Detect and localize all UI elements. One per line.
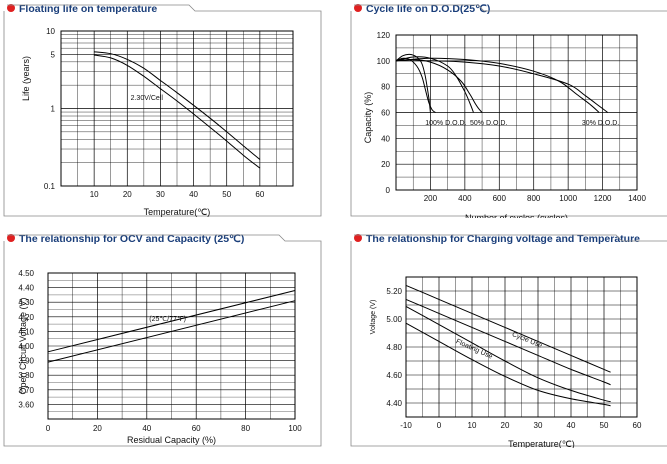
y-tick-label: 5.20: [386, 287, 402, 296]
y-tick-label: 5: [51, 50, 56, 59]
x-tick-label: 1400: [628, 194, 646, 203]
chart-title: Cycle life on D.O.D(25℃): [354, 3, 490, 17]
y-tick-label: 4.80: [386, 343, 402, 352]
panel-frame: [350, 4, 667, 217]
x-tick-label: 10: [90, 190, 99, 199]
y-tick-label: 10: [46, 27, 55, 36]
x-tick-label: 40: [142, 424, 151, 433]
y-axis-label: Life (years): [21, 56, 31, 101]
series-line: [395, 60, 609, 113]
chart-title: The relationship for OCV and Capacity (2…: [7, 233, 244, 247]
y-tick-label: 80: [381, 83, 390, 92]
x-tick-label: 40: [567, 421, 576, 430]
y-tick-label: 4.50: [18, 269, 34, 278]
chart-title: The relationship for Charging voltage an…: [354, 233, 640, 247]
series-line: [94, 54, 261, 169]
y-tick-label: 3.80: [18, 371, 34, 380]
series-line: [47, 290, 296, 353]
x-tick-label: 20: [123, 190, 132, 199]
x-tick-label: 20: [93, 424, 102, 433]
chart-title: Floating life on temperature: [7, 3, 157, 17]
y-tick-label: 4.10: [18, 327, 34, 336]
series-line: [405, 298, 611, 386]
series-line: [405, 284, 611, 373]
bullet-dot-icon: [354, 234, 362, 243]
x-tick-label: 60: [633, 421, 642, 430]
y-tick-label: 3.90: [18, 357, 34, 366]
chart-floating-life: Floating life on temperature 10 20 30 40 50 6…: [3, 3, 323, 218]
chart-charging-voltage: The relationship for Charging voltage an…: [350, 233, 667, 448]
chart-ocv-capacity: The relationship for OCV and Capacity (2…: [3, 233, 323, 448]
y-tick-label: 3.70: [18, 386, 34, 395]
x-tick-label: 10: [468, 421, 477, 430]
y-tick-label: 4.30: [18, 298, 34, 307]
x-tick-label: 1000: [559, 194, 577, 203]
chart-svg: 0 20 40 60 80 100 4.50 4.40 4.30 4.20 4.10 4.00 3.90…: [3, 234, 322, 447]
series-line: [395, 56, 474, 113]
x-tick-label: 200: [424, 194, 438, 203]
annotation: 50% D.O.D.: [470, 120, 507, 127]
y-tick-label: 5.00: [386, 315, 402, 324]
x-tick-label: 60: [192, 424, 201, 433]
x-tick-label: 1200: [594, 194, 612, 203]
y-tick-label: 4.00: [18, 342, 34, 351]
bullet-dot-icon: [354, 4, 362, 13]
x-tick-label: 400: [458, 194, 472, 203]
y-tick-label: 40: [381, 134, 390, 143]
y-axis-label: Capacity (%): [363, 92, 373, 144]
x-axis-label: Temperature(℃): [144, 207, 211, 217]
x-tick-label: 20: [501, 421, 510, 430]
x-tick-label: 50: [222, 190, 231, 199]
x-tick-label: 60: [255, 190, 264, 199]
x-tick-label: 0: [437, 421, 442, 430]
panel-frame: [3, 4, 322, 217]
chart-svg: 200 400 600 800 1000 1200 1400 0 20 40 60 80 100 120 N…: [350, 4, 667, 218]
annotation: 2.30V/Cell: [131, 95, 164, 102]
series-line: [395, 58, 483, 113]
x-tick-label: -10: [400, 421, 412, 430]
series-line: [94, 51, 261, 160]
x-tick-label: 80: [241, 424, 250, 433]
y-tick-label: 120: [377, 31, 391, 40]
x-axis-label: Residual Capacity (%): [127, 435, 216, 445]
x-tick-label: 0: [46, 424, 51, 433]
x-axis-label: Number of cycles (cycles): [465, 213, 568, 218]
x-tick-label: 30: [534, 421, 543, 430]
chart-cycle-life: Cycle life on D.O.D(25℃) 200 400 600 800 100…: [350, 3, 667, 218]
series-line: [405, 305, 611, 403]
x-tick-label: 30: [156, 190, 165, 199]
y-axis-label: Open Circuit Voltage (V): [18, 297, 28, 394]
y-tick-label: 4.60: [386, 371, 402, 380]
annotation: (25℃/77℉): [149, 316, 186, 323]
y-tick-label: 3.60: [18, 400, 34, 409]
bullet-dot-icon: [7, 234, 15, 243]
y-tick-label: 100: [377, 57, 391, 66]
series-line: [395, 57, 600, 113]
y-tick-label: 0: [386, 186, 391, 195]
panel-frame: [3, 234, 322, 447]
x-tick-label: 800: [527, 194, 541, 203]
chart-svg: -10 0 10 20 30 40 50 60 5.20 5.00 4.80 4.60 4.40 Temp…: [350, 234, 667, 448]
y-tick-label: 60: [381, 109, 390, 118]
x-tick-label: 600: [493, 194, 507, 203]
series-line: [47, 300, 296, 363]
y-tick-label: 20: [381, 160, 390, 169]
y-tick-label: 1: [51, 105, 56, 114]
panel-frame: [350, 234, 667, 447]
y-tick-label: 4.40: [18, 284, 34, 293]
annotation: 100% D.O.D.: [425, 120, 466, 127]
x-axis-label: Temperature(℃): [508, 439, 575, 448]
y-tick-label: 4.40: [386, 399, 402, 408]
y-tick-label: 0.1: [44, 182, 56, 191]
x-tick-label: 40: [189, 190, 198, 199]
x-tick-label: 100: [288, 424, 302, 433]
y-axis-label: Voltage (V): [370, 300, 377, 335]
chart-svg: 10 20 30 40 50 60 10 5 1 0.1 Temperature(℃) Life (y…: [3, 4, 322, 217]
y-tick-label: 4.20: [18, 313, 34, 322]
bullet-dot-icon: [7, 4, 15, 13]
annotation: 30% D.O.D.: [582, 120, 619, 127]
x-tick-label: 50: [600, 421, 609, 430]
series-line: [405, 322, 611, 407]
